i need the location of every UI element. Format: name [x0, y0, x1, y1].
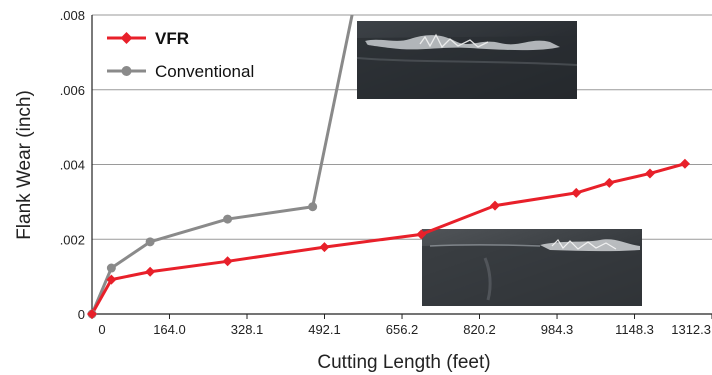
y-tick-label: .004 [60, 158, 85, 173]
point-vfr-6 [490, 200, 501, 211]
y-tick-label: .008 [60, 8, 85, 23]
legend-label-conventional: Conventional [155, 62, 254, 81]
y-ticks: 0 .002 .004 .006 .008 [60, 8, 85, 322]
y-axis-title: Flank Wear (inch) [14, 90, 35, 240]
legend-marker-conventional [121, 66, 132, 76]
markers [87, 158, 690, 319]
point-vfr-10 [679, 158, 690, 169]
point-vfr-5 [416, 229, 427, 240]
point-vfr-7 [571, 187, 582, 198]
x-tick-label: 656.2 [386, 322, 419, 337]
x-tick-label: 492.1 [308, 322, 341, 337]
x-axis-title: Cutting Length (feet) [317, 352, 490, 373]
point-conventional-4 [308, 202, 318, 212]
x-tick-label: 164.0 [153, 322, 186, 337]
series-line-conventional [92, 15, 354, 314]
point-vfr-4 [319, 242, 330, 253]
x-tick-label: 0 [98, 322, 105, 337]
x-ticks: 0 164.0 328.1 492.1 656.2 820.2 984.3 1148.3 131… [91, 314, 712, 337]
x-tick-label: 328.1 [231, 322, 264, 337]
y-tick-label: 0 [78, 307, 85, 322]
wear-photo-vfr [422, 229, 642, 306]
point-vfr-2 [145, 266, 156, 277]
x-tick-label: 984.3 [541, 322, 574, 337]
point-vfr-3 [222, 256, 233, 267]
point-conventional-1 [106, 263, 116, 273]
point-vfr-1 [106, 274, 117, 285]
point-conventional-2 [145, 237, 155, 247]
x-tick-label: 1312.3 [671, 322, 711, 337]
y-tick-label: .002 [60, 232, 85, 247]
y-tick-label: .006 [60, 83, 85, 98]
legend-marker-vfr [120, 32, 133, 44]
point-conventional-3 [223, 214, 233, 224]
point-vfr-8 [604, 177, 615, 188]
legend: VFR Conventional [107, 29, 254, 81]
wear-photo-conventional [356, 21, 578, 99]
point-vfr-9 [644, 168, 655, 179]
point-vfr-0 [87, 309, 97, 319]
x-tick-label: 820.2 [463, 322, 496, 337]
legend-label-vfr: VFR [155, 29, 189, 48]
x-tick-label: 1148.3 [615, 322, 654, 337]
